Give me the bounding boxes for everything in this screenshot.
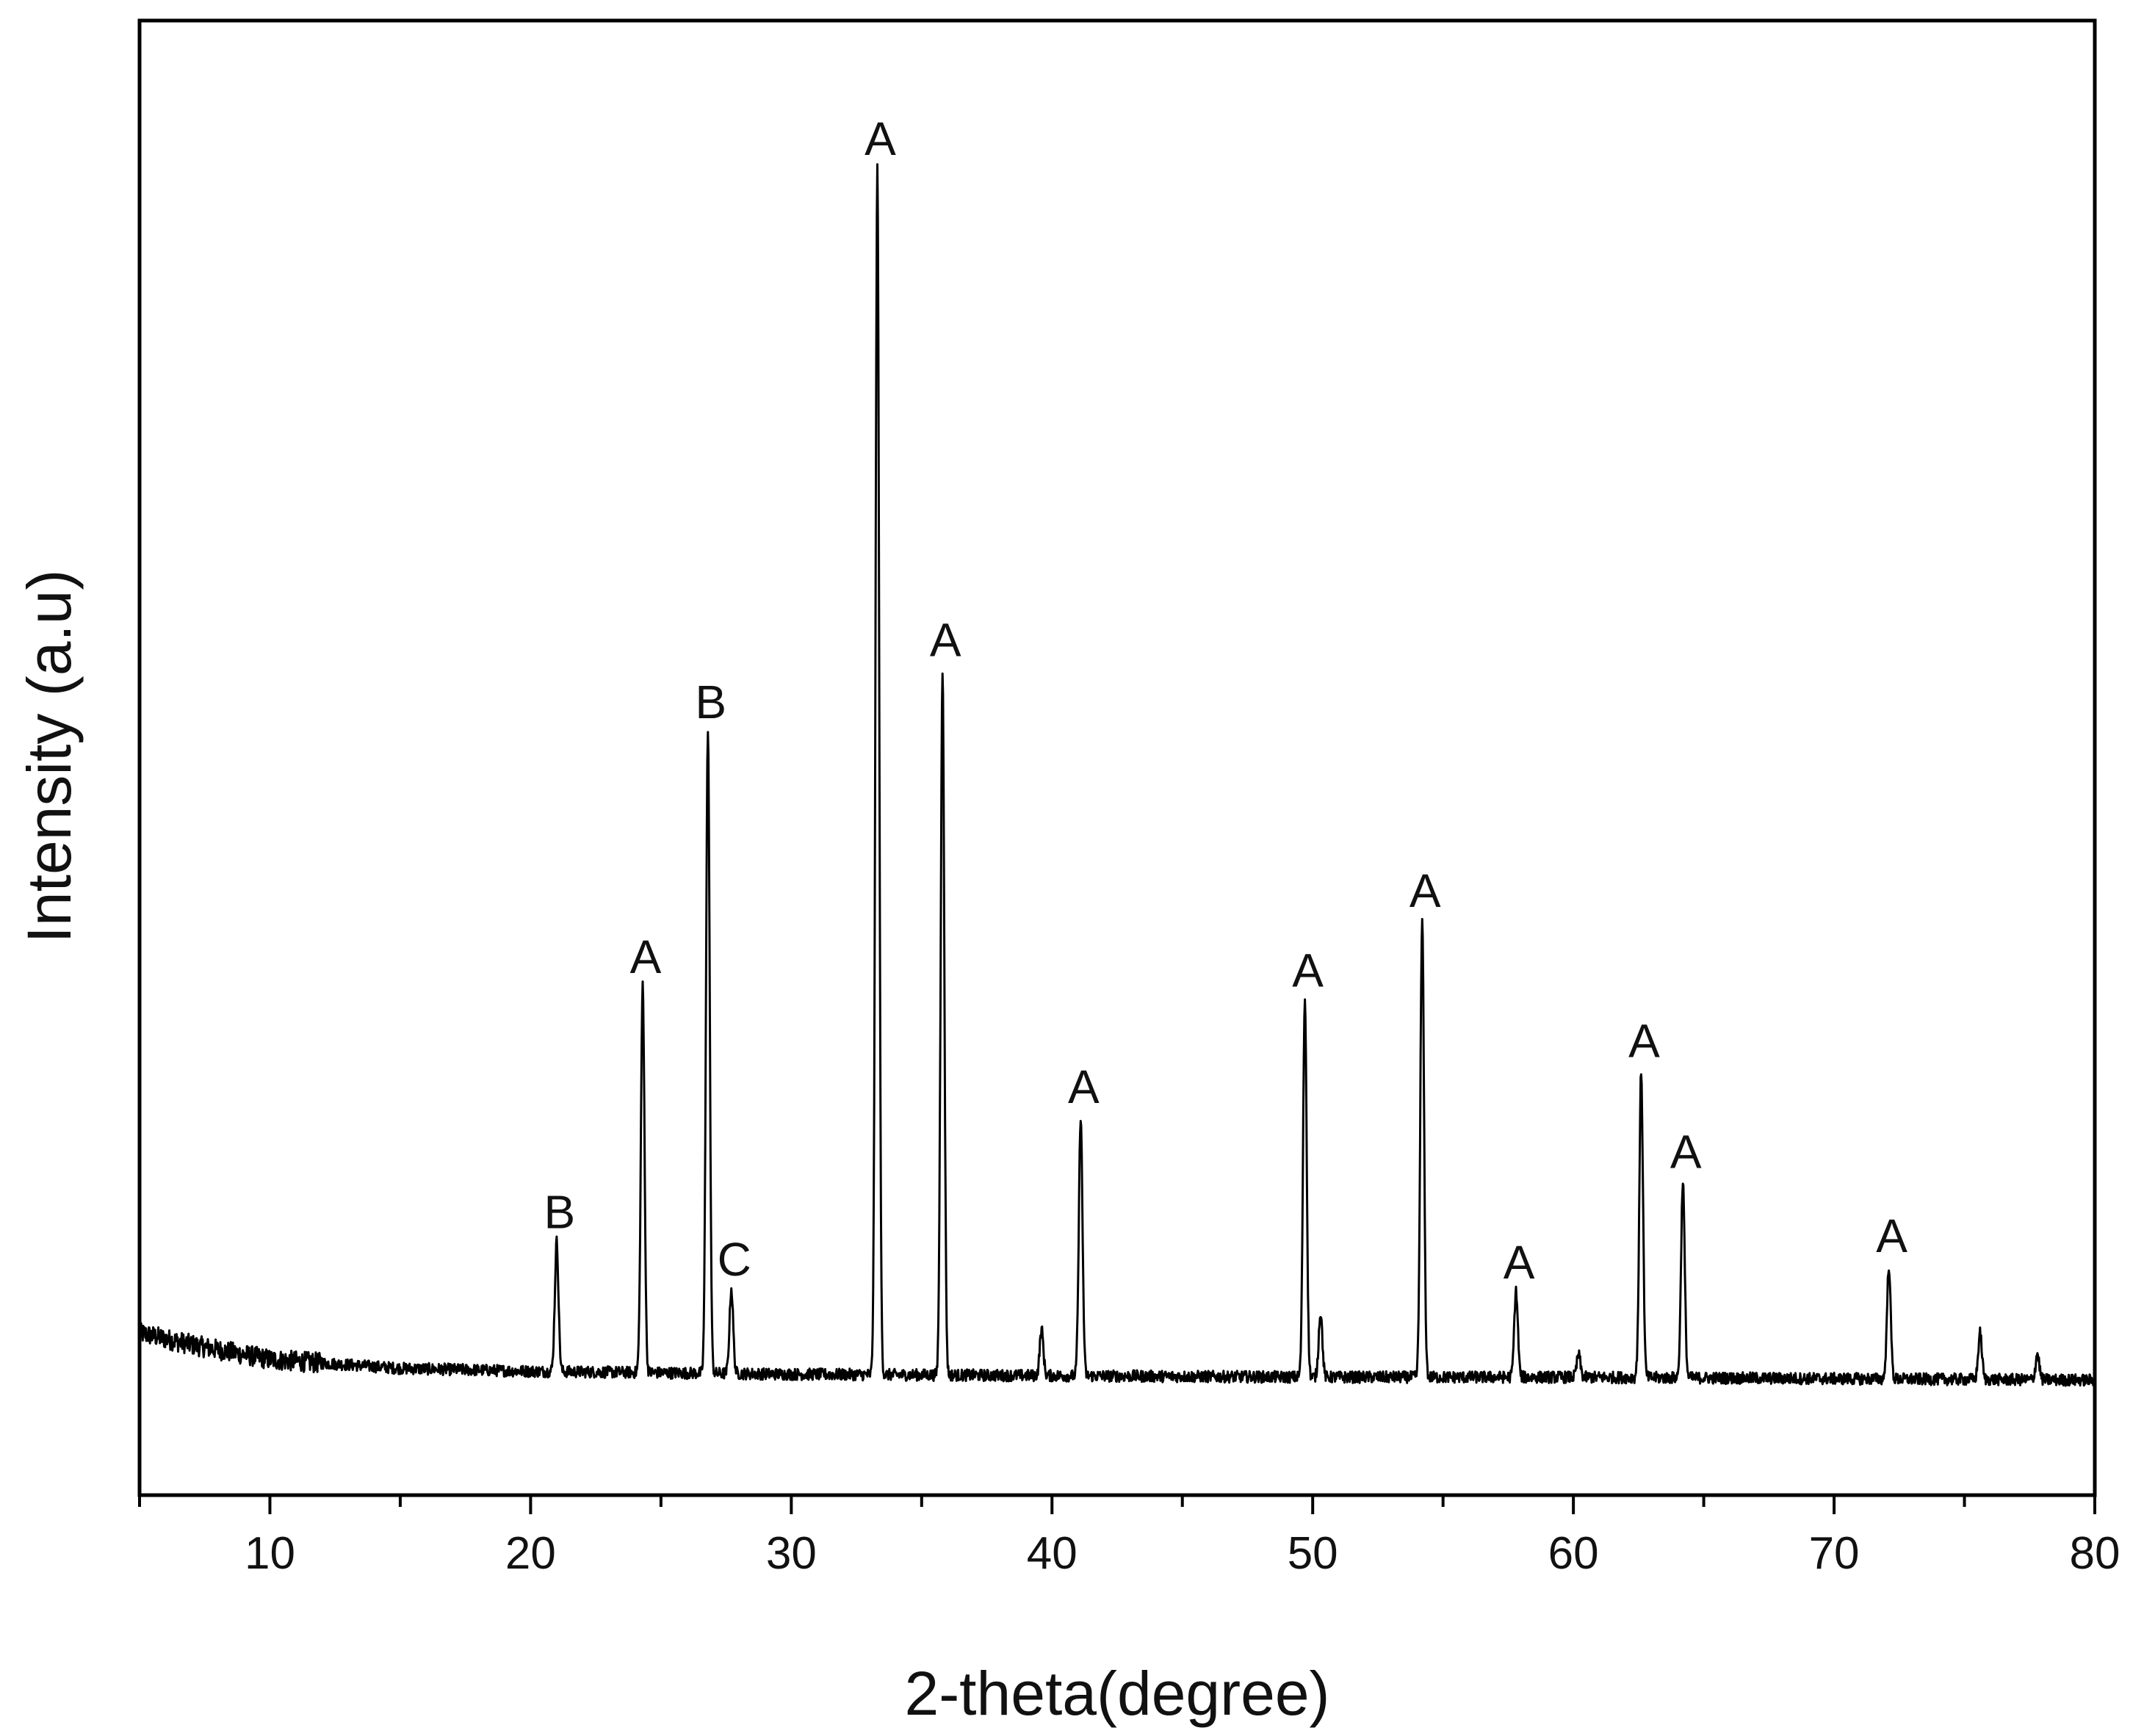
plot-frame bbox=[137, 18, 2097, 1497]
peak-label: A bbox=[865, 112, 896, 165]
x-tick-label: 40 bbox=[1027, 1528, 1078, 1579]
peak-label: A bbox=[1628, 1015, 1660, 1068]
x-tick-label: 10 bbox=[245, 1528, 295, 1579]
x-tick-label: 20 bbox=[505, 1528, 556, 1579]
x-tick-label: 30 bbox=[766, 1528, 817, 1579]
peak-label: A bbox=[1504, 1236, 1535, 1289]
peak-label: A bbox=[1670, 1125, 1702, 1178]
peak-label: A bbox=[1068, 1060, 1100, 1113]
peak-label: A bbox=[1410, 864, 1441, 917]
x-axis-tick-labels: 10 20 30 40 50 60 70 80 bbox=[245, 1528, 2120, 1579]
peak-label: B bbox=[544, 1186, 576, 1239]
x-tick-label: 60 bbox=[1548, 1528, 1599, 1579]
x-tick-label: 80 bbox=[2070, 1528, 2120, 1579]
peak-label: B bbox=[695, 676, 726, 728]
x-axis-title: 2-theta(degree) bbox=[904, 1659, 1329, 1728]
x-tick-label: 70 bbox=[1809, 1528, 1860, 1579]
xrd-pattern-line bbox=[138, 163, 2096, 1387]
peak-label: A bbox=[1876, 1209, 1907, 1262]
peak-label: A bbox=[1292, 944, 1324, 997]
peak-label: A bbox=[930, 614, 961, 667]
peak-labels: B A B C A A A A A A A A A bbox=[544, 112, 1908, 1289]
x-tick-label: 50 bbox=[1288, 1528, 1338, 1579]
x-axis-ticks bbox=[138, 1495, 2096, 1514]
y-axis-title: Intensity (a.u) bbox=[15, 570, 84, 944]
peak-label: A bbox=[630, 930, 662, 983]
peak-label: C bbox=[718, 1233, 751, 1286]
